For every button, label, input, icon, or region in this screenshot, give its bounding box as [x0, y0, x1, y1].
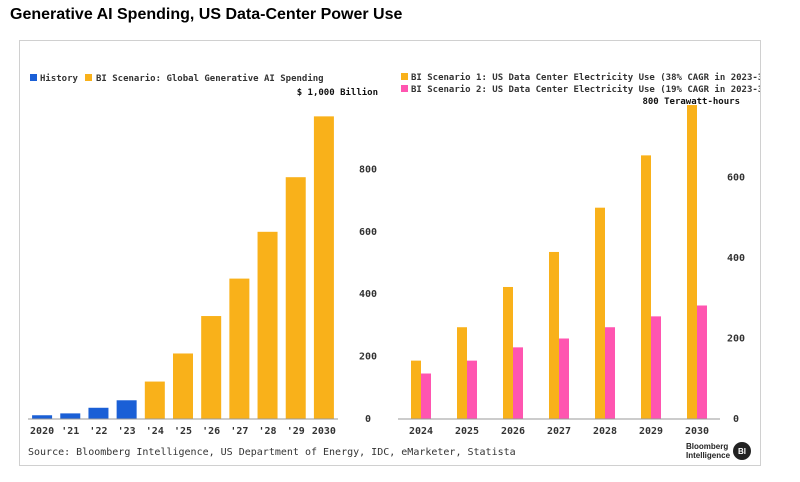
- bar-scenario-2-2025: [467, 360, 477, 419]
- source-note: Source: Bloomberg Intelligence, US Depar…: [28, 447, 516, 458]
- chart-frame: History BI Scenario: Global Generative A…: [19, 40, 774, 466]
- legend-label-bi-scenario: BI Scenario: Global Generative AI Spendi…: [96, 73, 324, 84]
- bar-scenario-2-2027: [559, 338, 569, 419]
- bar-scenario-1-2025: [457, 327, 467, 419]
- bar-history-3: [116, 400, 137, 419]
- y-tick-label: 0: [365, 414, 371, 425]
- x-tick-label: '25: [174, 426, 192, 437]
- bar-scenario-4: [144, 381, 165, 419]
- legend-swatch-bi-scenario: [85, 74, 92, 81]
- x-tick-label: 2030: [312, 426, 336, 437]
- x-tick-label: '26: [202, 426, 220, 437]
- right-legend: BI Scenario 1: US Data Center Electricit…: [401, 72, 774, 95]
- x-tick-label: 2028: [593, 426, 617, 437]
- bar-history-2: [88, 407, 109, 419]
- x-tick-label: 2029: [639, 426, 663, 437]
- logo-mark-circle: [733, 442, 751, 460]
- bar-scenario-2-2029: [651, 316, 661, 419]
- legend-label-history: History: [40, 73, 79, 84]
- chart-canvas: History BI Scenario: Global Generative A…: [28, 72, 774, 460]
- page-title: Generative AI Spending, US Data-Center P…: [10, 6, 403, 23]
- legend-swatch-scenario-1: [401, 73, 408, 80]
- x-tick-label: 2025: [455, 426, 479, 437]
- left-unit-label: $ 1,000 Billion: [297, 87, 378, 98]
- x-tick-label: '22: [89, 426, 107, 437]
- x-tick-label: '29: [287, 426, 305, 437]
- x-tick-label: 2024: [409, 426, 433, 437]
- bar-scenario-1-2027: [549, 251, 559, 419]
- y-tick-label: 400: [727, 253, 745, 264]
- legend-swatch-scenario-2: [401, 85, 408, 92]
- bar-scenario-8: [257, 231, 278, 419]
- y-tick-label: 600: [359, 227, 377, 238]
- x-tick-label: '24: [146, 426, 164, 437]
- y-tick-label: 400: [359, 289, 377, 300]
- right-chart: 2024 2025 2026 2027 2028 2029 2030 0 200 400 600: [398, 105, 745, 437]
- bar-scenario-2-2030: [697, 305, 707, 419]
- logo-line-2: Intelligence: [686, 451, 731, 460]
- bar-scenario-1-2026: [503, 286, 513, 419]
- bar-scenario-1-2030: [687, 105, 697, 420]
- bar-history-1: [60, 413, 81, 419]
- bar-scenario-6: [201, 316, 222, 419]
- x-tick-label: 2026: [501, 426, 525, 437]
- bar-scenario-1-2024: [411, 360, 421, 419]
- bar-history-0: [32, 415, 53, 419]
- bar-scenario-9: [285, 177, 306, 419]
- left-legend: History BI Scenario: Global Generative A…: [30, 73, 324, 84]
- y-tick-label: 0: [733, 414, 739, 425]
- bar-scenario-2-2026: [513, 347, 523, 419]
- x-tick-label: 2030: [685, 426, 709, 437]
- bar-scenario-5: [173, 353, 193, 419]
- legend-swatch-history: [30, 74, 37, 81]
- x-tick-label: 2020: [30, 426, 54, 437]
- y-tick-label: 600: [727, 173, 745, 184]
- logo-mark-text: BI: [738, 447, 746, 456]
- logo-line-1: Bloomberg: [686, 442, 728, 451]
- x-tick-label: '28: [259, 426, 277, 437]
- legend-label-scenario-1: BI Scenario 1: US Data Center Electricit…: [411, 72, 760, 83]
- x-tick-label: '27: [230, 426, 248, 437]
- x-tick-label: '21: [61, 426, 79, 437]
- bloomberg-intelligence-logo: Bloomberg Intelligence BI: [686, 442, 751, 460]
- bar-scenario-2-2028: [605, 327, 615, 419]
- left-chart: 2020 '21 '22 '23 '24 '25 '26 '27 '28 '29 2030 0 200 4…: [28, 116, 377, 437]
- y-tick-label: 200: [359, 352, 377, 363]
- y-tick-label: 200: [727, 334, 745, 345]
- bar-scenario-10: [313, 116, 334, 420]
- legend-label-scenario-2: BI Scenario 2: US Data Center Electricit…: [411, 84, 760, 95]
- x-tick-label: '23: [118, 426, 136, 437]
- y-tick-label: 800: [359, 164, 377, 175]
- bar-scenario-1-2028: [595, 207, 605, 419]
- x-tick-label: 2027: [547, 426, 571, 437]
- right-unit-label: 800 Terawatt-hours: [642, 97, 740, 107]
- bar-scenario-2-2024: [421, 373, 431, 419]
- bar-scenario-1-2029: [641, 155, 651, 420]
- bar-scenario-7: [229, 278, 250, 419]
